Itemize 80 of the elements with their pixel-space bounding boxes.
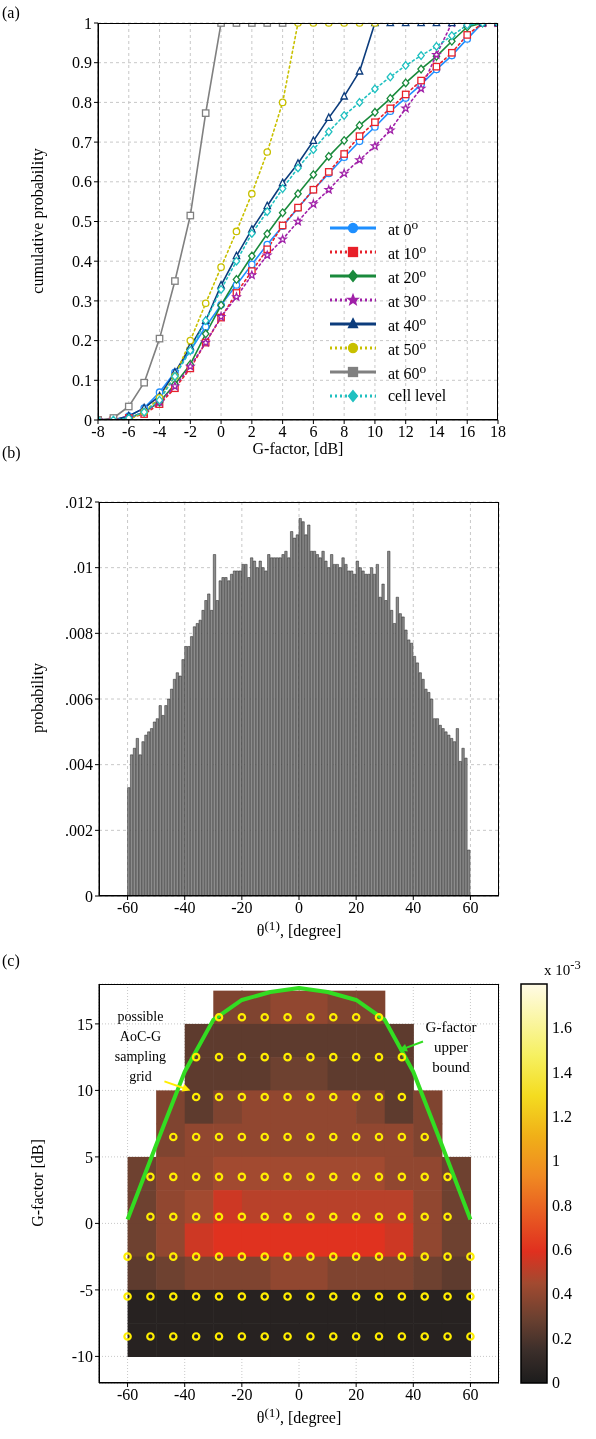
- y-tick-label: 5: [85, 1148, 93, 1166]
- x-tick-label: 10: [366, 423, 383, 441]
- y-tick-label: 0.5: [72, 213, 92, 231]
- legend-label: at 60$^{o}$: [388, 360, 427, 385]
- y-tick-label: -5: [79, 1281, 93, 1299]
- x-tick-label: -6: [122, 423, 136, 441]
- legend-label: at 10$^{o}$: [388, 240, 427, 265]
- y-tick-label: .008: [65, 625, 93, 643]
- x-tick-label: 0: [295, 1386, 303, 1404]
- y-tick-label: 0.4: [72, 252, 92, 270]
- y-tick-label: 0: [85, 1215, 93, 1233]
- x-tick-label: 18: [490, 423, 506, 441]
- x-tick-label: -40: [174, 1386, 196, 1404]
- x-tick-label: 60: [462, 899, 479, 917]
- x-tick-label: 14: [428, 423, 445, 441]
- y-tick-label: 0.9: [72, 54, 92, 72]
- x-tick-label: 6: [309, 423, 318, 441]
- color-bar-label: 0.4: [552, 1284, 572, 1305]
- chart-title: (b): [2, 444, 21, 462]
- x-tick-label: 20: [348, 899, 365, 917]
- legend-label: at 0$^{o}$: [388, 216, 419, 241]
- x-tick-label: 40: [405, 899, 422, 917]
- x-tick-label: -20: [231, 1386, 253, 1404]
- x-tick-label: 8: [340, 423, 349, 441]
- x-tick-label: 40: [405, 1386, 422, 1404]
- annotation: possible AoC-G sampling grid: [113, 1008, 168, 1087]
- y-tick-label: 10: [77, 1082, 93, 1100]
- color-bar-title: x 10$^{-3}$: [544, 958, 581, 979]
- y-tick-label: .006: [65, 690, 93, 708]
- y-axis-title: probability: [29, 661, 47, 736]
- y-tick-label: .004: [65, 756, 93, 774]
- legend-label: at 30$^{o}$: [388, 288, 427, 313]
- y-tick-label: .002: [65, 822, 93, 840]
- x-tick-label: 0: [217, 423, 226, 441]
- color-bar-label: 1.4: [552, 1062, 572, 1083]
- y-tick-label: 0: [85, 887, 93, 905]
- y-axis-title: G-factor [dB]: [29, 1137, 47, 1229]
- x-tick-label: -4: [152, 423, 167, 441]
- x-axis-title: G-factor, [dB]: [251, 440, 345, 458]
- color-bar-label: 0.2: [552, 1328, 572, 1349]
- legend-label: at 20$^{o}$: [388, 264, 427, 289]
- y-tick-label: -10: [71, 1348, 93, 1366]
- color-bar-label: 0.6: [552, 1240, 572, 1260]
- x-tick-label: 12: [397, 423, 414, 441]
- legend-label: at 50$^{o}$: [388, 336, 427, 361]
- annotation: G-factor upper bound: [424, 1017, 478, 1077]
- legend-label: cell level: [388, 386, 447, 406]
- x-axis-title: θ$^{(1)}$, [degree]: [255, 918, 343, 941]
- y-tick-label: 15: [77, 1015, 93, 1033]
- x-tick-label: -40: [174, 899, 196, 917]
- color-bar-label: 1.2: [552, 1107, 572, 1127]
- y-tick-label: 0.7: [72, 133, 92, 151]
- x-tick-label: -60: [116, 1386, 139, 1404]
- color-bar-label: 1.6: [552, 1018, 572, 1039]
- chart-title: (a): [2, 4, 20, 22]
- y-tick-label: 0.3: [72, 292, 92, 310]
- x-tick-label: 4: [278, 423, 287, 441]
- x-tick-label: -8: [91, 423, 105, 441]
- x-tick-label: -2: [183, 423, 197, 441]
- y-tick-label: .01: [73, 559, 93, 577]
- x-tick-label: 16: [459, 423, 476, 441]
- y-tick-label: .012: [65, 493, 93, 511]
- x-axis-title: θ$^{(1)}$, [degree]: [255, 1405, 343, 1428]
- y-tick-label: 0.8: [72, 94, 92, 112]
- y-tick-label: 0.1: [72, 371, 92, 389]
- x-tick-label: 2: [247, 423, 256, 441]
- color-bar-label: 1: [552, 1151, 560, 1172]
- x-tick-label: -60: [116, 899, 139, 917]
- y-tick-label: 0: [84, 411, 92, 429]
- color-bar-label: 0.8: [552, 1195, 572, 1216]
- x-tick-label: 0: [295, 899, 303, 917]
- y-tick-label: 0.2: [72, 332, 92, 350]
- x-tick-label: 60: [462, 1386, 479, 1404]
- y-tick-label: 0.6: [72, 173, 92, 191]
- x-tick-label: 20: [348, 1386, 365, 1404]
- chart-title: (c): [2, 952, 20, 970]
- x-tick-label: -20: [231, 899, 253, 917]
- legend-label: at 40$^{o}$: [388, 312, 427, 337]
- y-tick-label: 1: [84, 14, 92, 32]
- y-axis-title: cumulative probability: [29, 146, 47, 296]
